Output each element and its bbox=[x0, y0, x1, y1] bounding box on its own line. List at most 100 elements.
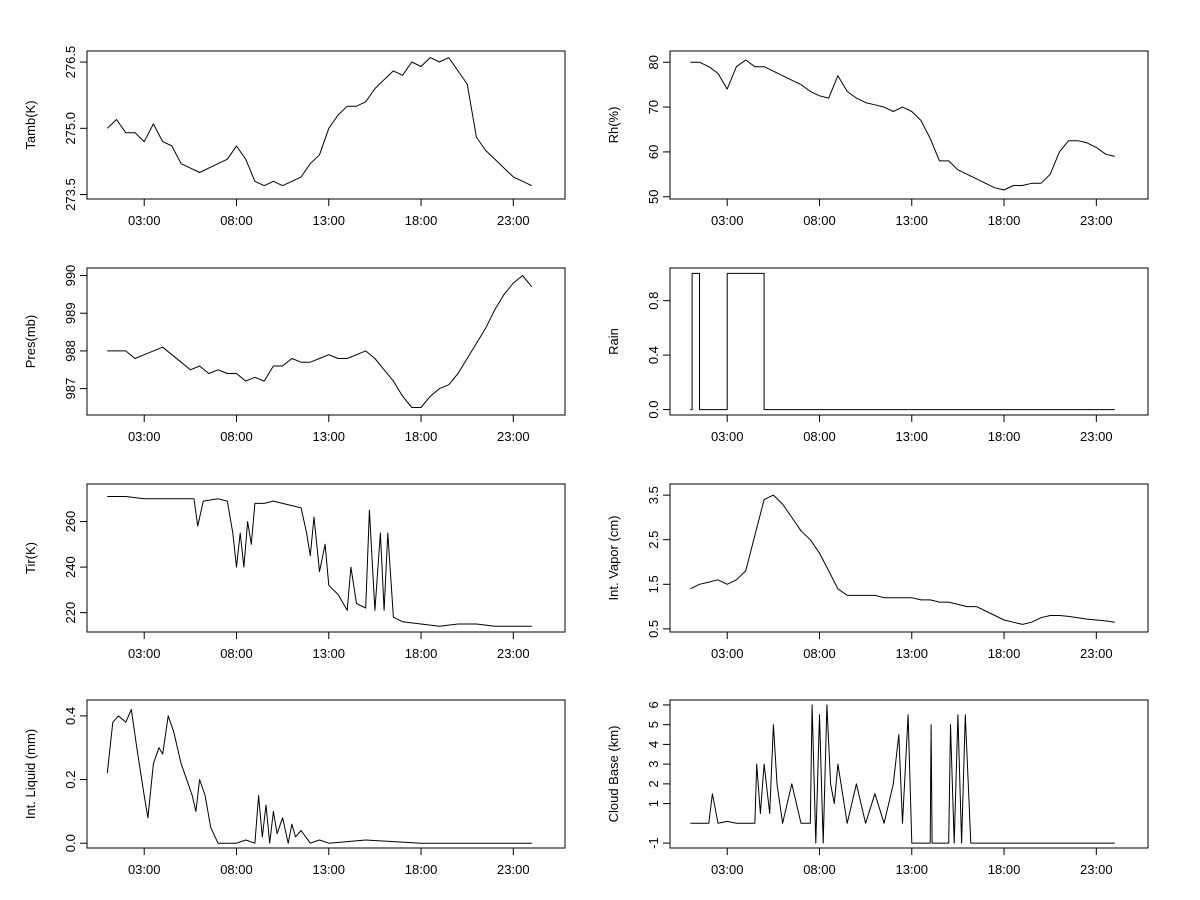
y-tick-label: 990 bbox=[63, 265, 78, 287]
x-tick-label: 23:00 bbox=[1080, 213, 1113, 228]
y-tick-label: 260 bbox=[63, 511, 78, 533]
plot-frame bbox=[86, 699, 566, 849]
x-tick-label: 13:00 bbox=[895, 429, 928, 444]
x-tick-label: 23:00 bbox=[1080, 646, 1113, 661]
y-axis-label: Int. Liquid (mm) bbox=[23, 729, 38, 819]
x-tick-label: 08:00 bbox=[220, 646, 253, 661]
x-tick-label: 18:00 bbox=[405, 862, 438, 877]
x-tick-label: 03:00 bbox=[711, 862, 744, 877]
y-tick-label: 273.5 bbox=[63, 178, 78, 211]
x-tick-label: 18:00 bbox=[405, 646, 438, 661]
y-tick-label: 220 bbox=[63, 602, 78, 624]
y-tick-label: 240 bbox=[63, 556, 78, 578]
x-tick-label: 08:00 bbox=[803, 429, 836, 444]
plot-frame bbox=[86, 483, 566, 633]
x-tick-label: 13:00 bbox=[895, 213, 928, 228]
x-tick-label: 13:00 bbox=[312, 429, 345, 444]
y-tick-label: 1.5 bbox=[646, 575, 661, 593]
x-tick-label: 18:00 bbox=[988, 862, 1021, 877]
plot-frame bbox=[669, 483, 1149, 633]
y-tick-label: 0.8 bbox=[646, 292, 661, 310]
series-line bbox=[690, 704, 1115, 844]
y-axis-label: Tir(K) bbox=[23, 542, 38, 574]
y-tick-label: 6 bbox=[646, 701, 661, 708]
x-tick-label: 23:00 bbox=[497, 862, 530, 877]
chart-panel-4: 03:00 08:00 13:00 18:00 23:00 0.0 0.4 0.8 Rain bbox=[606, 267, 1149, 444]
x-tick-label: 03:00 bbox=[128, 429, 161, 444]
y-axis-label: Pres(mb) bbox=[23, 315, 38, 368]
x-tick-label: 08:00 bbox=[220, 429, 253, 444]
plot-frame bbox=[86, 50, 566, 200]
y-tick-label: 0.0 bbox=[63, 834, 78, 852]
x-tick-label: 13:00 bbox=[312, 213, 345, 228]
chart-panel-1: 03:00 08:00 13:00 18:00 23:00 273.5 275.0 276.5… bbox=[23, 46, 566, 228]
y-tick-label: 50 bbox=[646, 190, 661, 204]
x-tick-label: 03:00 bbox=[128, 862, 161, 877]
x-tick-label: 13:00 bbox=[895, 646, 928, 661]
y-tick-label: 0.0 bbox=[646, 401, 661, 419]
y-axis-label: Rh(%) bbox=[606, 107, 621, 144]
series-line bbox=[107, 496, 532, 627]
plot-frame bbox=[669, 50, 1149, 200]
x-tick-label: 08:00 bbox=[220, 213, 253, 228]
x-tick-label: 08:00 bbox=[803, 862, 836, 877]
x-tick-label: 13:00 bbox=[312, 862, 345, 877]
y-tick-label: 1 bbox=[646, 800, 661, 807]
x-tick-label: 03:00 bbox=[711, 213, 744, 228]
y-tick-label: -1 bbox=[646, 837, 661, 849]
series-line bbox=[690, 494, 1115, 625]
x-tick-label: 03:00 bbox=[711, 429, 744, 444]
series-line bbox=[690, 59, 1115, 191]
y-tick-label: 2.5 bbox=[646, 531, 661, 549]
chart-panel-2: 03:00 08:00 13:00 18:00 23:00 50 60 70 80 Rh(%) bbox=[606, 50, 1149, 228]
x-tick-label: 18:00 bbox=[988, 429, 1021, 444]
x-tick-label: 03:00 bbox=[711, 646, 744, 661]
y-tick-label: 0.2 bbox=[63, 771, 78, 789]
x-tick-label: 23:00 bbox=[497, 429, 530, 444]
y-axis-label: Int. Vapor (cm) bbox=[606, 515, 621, 600]
y-tick-label: 3 bbox=[646, 761, 661, 768]
series-line bbox=[690, 272, 1115, 411]
x-tick-label: 18:00 bbox=[405, 213, 438, 228]
y-tick-label: 0.4 bbox=[646, 346, 661, 364]
y-tick-label: 275.0 bbox=[63, 112, 78, 145]
y-tick-label: 0.4 bbox=[63, 707, 78, 725]
x-tick-label: 03:00 bbox=[128, 213, 161, 228]
x-tick-label: 08:00 bbox=[220, 862, 253, 877]
x-tick-label: 03:00 bbox=[128, 646, 161, 661]
x-tick-label: 18:00 bbox=[988, 213, 1021, 228]
x-tick-label: 23:00 bbox=[497, 213, 530, 228]
chart-panel-5: 03:00 08:00 13:00 18:00 23:00 220 240 260 Tir(K) bbox=[23, 483, 566, 661]
x-tick-label: 08:00 bbox=[803, 646, 836, 661]
y-tick-label: 276.5 bbox=[63, 46, 78, 79]
y-tick-label: 60 bbox=[646, 145, 661, 159]
y-tick-label: 5 bbox=[646, 721, 661, 728]
y-tick-label: 987 bbox=[63, 378, 78, 400]
x-tick-label: 18:00 bbox=[988, 646, 1021, 661]
plot-frame bbox=[669, 267, 1149, 416]
x-tick-label: 23:00 bbox=[497, 646, 530, 661]
y-tick-label: 80 bbox=[646, 55, 661, 69]
y-axis-label: Tamb(K) bbox=[23, 100, 38, 149]
x-tick-label: 18:00 bbox=[405, 429, 438, 444]
x-tick-label: 23:00 bbox=[1080, 862, 1113, 877]
chart-panel-8: 03:00 08:00 13:00 18:00 23:00 -1 1 2 3 4 5 6 Cloud B… bbox=[606, 699, 1149, 877]
plot-frame bbox=[669, 699, 1149, 849]
chart-panel-3: 03:00 08:00 13:00 18:00 23:00 987 988 989 990 Pre… bbox=[23, 265, 566, 444]
plot-frame bbox=[86, 267, 566, 416]
y-tick-label: 4 bbox=[646, 741, 661, 748]
series-line bbox=[106, 57, 533, 187]
y-axis-label: Rain bbox=[606, 328, 621, 355]
x-tick-label: 13:00 bbox=[895, 862, 928, 877]
y-tick-label: 2 bbox=[646, 780, 661, 787]
y-axis-label: Cloud Base (km) bbox=[606, 726, 621, 823]
x-tick-label: 23:00 bbox=[1080, 429, 1113, 444]
y-tick-label: 988 bbox=[63, 340, 78, 362]
chart-panel-6: 03:00 08:00 13:00 18:00 23:00 0.5 1.5 2.5 3.5 Int… bbox=[606, 483, 1149, 661]
y-tick-label: 989 bbox=[63, 302, 78, 324]
chart-panel-7: 03:00 08:00 13:00 18:00 23:00 0.0 0.2 0.4 Int. L… bbox=[23, 699, 566, 877]
y-tick-label: 70 bbox=[646, 100, 661, 114]
series-line bbox=[106, 709, 532, 844]
y-tick-label: 0.5 bbox=[646, 620, 661, 638]
